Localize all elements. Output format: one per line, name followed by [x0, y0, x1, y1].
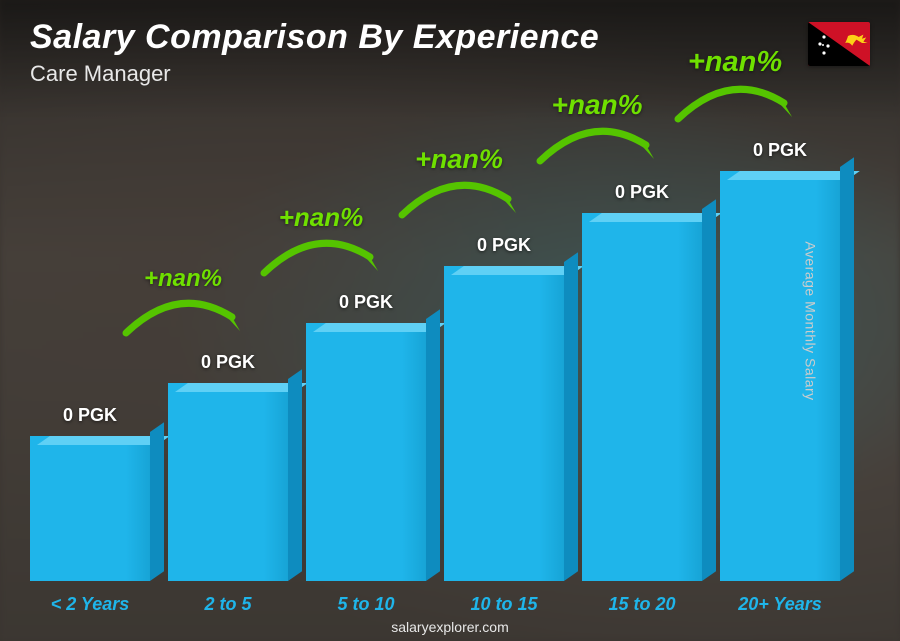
- bar-column: +nan%0 PGK: [720, 140, 840, 581]
- x-axis-label: 2 to 5: [168, 594, 288, 615]
- bar-column: +nan%0 PGK: [306, 292, 426, 581]
- delta-annotation: +nan%: [384, 144, 534, 225]
- bar-column: 0 PGK: [30, 405, 150, 581]
- growth-arrow-icon: [522, 115, 672, 171]
- delta-annotation: +nan%: [522, 89, 672, 171]
- bar: [444, 266, 564, 581]
- header: Salary Comparison By Experience Care Man…: [30, 18, 870, 87]
- delta-annotation: +nan%: [108, 265, 258, 343]
- bar-column: +nan%0 PGK: [444, 235, 564, 581]
- delta-label: +nan%: [279, 202, 364, 233]
- bar-value-label: 0 PGK: [615, 182, 669, 203]
- bar: [30, 436, 150, 581]
- delta-annotation: +nan%: [246, 202, 396, 283]
- growth-arrow-icon: [384, 169, 534, 225]
- bar: [720, 171, 840, 581]
- x-axis-label: 10 to 15: [444, 594, 564, 615]
- x-axis-label: < 2 Years: [30, 594, 150, 615]
- growth-arrow-icon: [246, 227, 396, 283]
- y-axis-caption: Average Monthly Salary: [802, 241, 818, 400]
- bar: [306, 323, 426, 581]
- bar: [582, 213, 702, 581]
- bar-value-label: 0 PGK: [339, 292, 393, 313]
- page-title: Salary Comparison By Experience: [30, 18, 870, 57]
- bar-value-label: 0 PGK: [63, 405, 117, 426]
- page-subtitle: Care Manager: [30, 61, 870, 87]
- bar: [168, 383, 288, 581]
- bar-column: +nan%0 PGK: [582, 182, 702, 581]
- x-axis-label: 5 to 10: [306, 594, 426, 615]
- bar-value-label: 0 PGK: [477, 235, 531, 256]
- growth-arrow-icon: [108, 287, 258, 343]
- bar-value-label: 0 PGK: [201, 352, 255, 373]
- bar-value-label: 0 PGK: [753, 140, 807, 161]
- delta-label: +nan%: [415, 144, 503, 175]
- salary-bar-chart: 0 PGK+nan%0 PGK+nan%0 PGK+nan%0 PGK+nan%…: [30, 101, 840, 581]
- bar-column: +nan%0 PGK: [168, 352, 288, 581]
- delta-label: +nan%: [144, 265, 222, 293]
- x-axis-label: 20+ Years: [720, 594, 840, 615]
- x-axis: < 2 Years 2 to 5 5 to 10 10 to 15 15 to 20 20…: [30, 594, 840, 615]
- footer-attribution: salaryexplorer.com: [0, 619, 900, 635]
- country-flag-icon: [808, 22, 870, 66]
- x-axis-label: 15 to 20: [582, 594, 702, 615]
